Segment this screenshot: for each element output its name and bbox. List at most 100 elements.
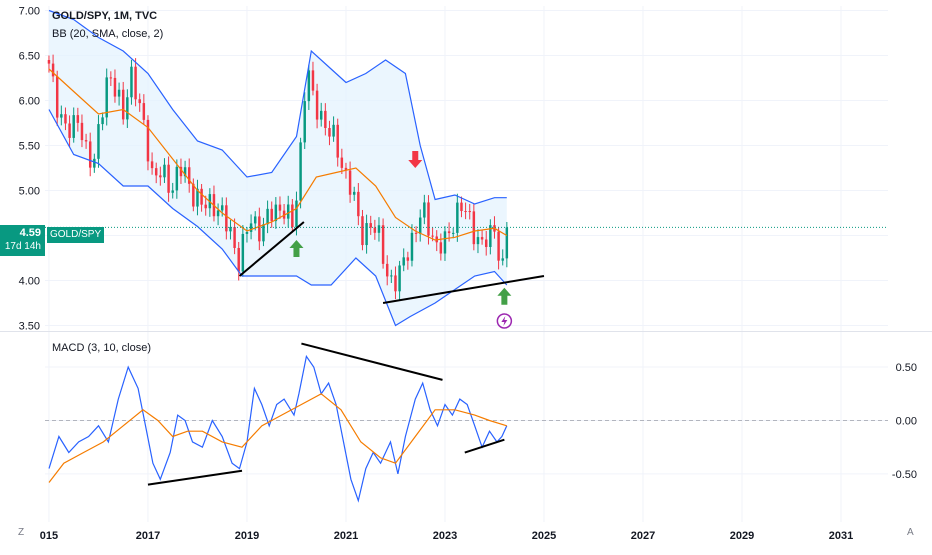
lightning-icon [501,316,508,326]
candle-body [72,115,75,138]
candle-body [97,124,100,159]
candle-body [204,204,207,209]
candle-body [183,167,187,177]
price-tick-label: 5.50 [19,141,40,153]
candle-body [192,183,195,207]
candle-body [274,204,278,222]
candle-body [142,103,146,120]
candle-body [402,257,405,266]
candle-body [167,164,170,193]
candle-body [394,275,397,292]
macd-tick-label: 0.50 [896,362,917,374]
price-tick-label: 3.50 [19,321,40,333]
arrow-down-icon [408,151,423,168]
candle-body [497,231,500,261]
candle-body [76,115,80,123]
candle-body [447,231,451,234]
candle-body [121,89,125,120]
time-tick-label: 2025 [532,530,556,542]
candle-body [414,232,418,234]
candle-body [130,66,133,98]
candle-body [249,223,253,232]
candle-body [241,233,245,272]
candle-body [60,114,63,118]
axes: 3.504.004.505.005.506.006.507.000.500.00… [19,6,917,543]
candle-body [175,166,179,191]
candle-body [233,227,236,248]
candle-body [163,164,166,178]
candle-body [505,227,509,259]
symbol-legend[interactable]: GOLD/SPY, 1M, TVC [52,10,158,22]
candle-body [51,63,55,77]
candle-body [352,191,356,195]
macd-macd-line [48,354,508,503]
markers[interactable] [289,151,513,329]
candle-body [55,76,59,118]
candle-body [68,123,71,138]
candle-body [291,204,294,228]
candle-body [423,202,426,218]
candle-body [451,232,455,234]
macd-pane [45,354,888,503]
candle-body [390,275,393,277]
bb-legend[interactable]: BB (20, SMA, close, 2) [52,28,164,40]
candle-body [381,225,385,264]
candle-body [361,216,364,246]
candle-body [88,141,92,168]
price-tick-label: 4.00 [19,276,40,288]
time-tick-label: 2023 [433,530,457,542]
candle-body [472,211,476,245]
arrow-up-icon [497,287,512,305]
candle-body [377,225,381,233]
price-badge: 4.59 17d 14h [0,225,45,256]
candle-body [270,208,273,222]
candle-body [344,167,348,171]
candles[interactable] [47,54,509,300]
macd-tick-label: 0.00 [896,415,917,427]
candle-body [266,208,269,225]
price-badge-value: 4.59 [19,227,41,239]
candle-body [159,175,162,178]
candle-body [187,167,191,184]
macd-trendline [301,342,443,381]
timezone-z-label[interactable]: Z [18,527,25,538]
candle-body [237,247,240,272]
candle-body [225,205,228,232]
candle-body [336,124,339,158]
time-tick-label: 2019 [235,530,259,542]
trendlines[interactable] [147,221,545,486]
arrow-up-icon [289,240,304,257]
bb-upper-line [48,9,507,205]
auto-scale-a-label[interactable]: A [907,527,914,538]
price-trendline [382,275,545,304]
candle-body [439,242,443,254]
candle-body [196,188,199,207]
bb-fill [49,10,507,326]
candle-body [427,202,430,236]
candle-body [410,232,414,261]
candle-body [456,202,459,233]
candle-body [418,217,422,234]
candle-body [117,89,121,97]
candle-body [47,60,51,64]
candle-body [311,70,315,91]
candle-body [229,227,232,232]
candle-body [179,166,183,177]
macd-legend[interactable]: MACD (3, 10, close) [52,342,152,354]
candle-body [80,122,84,141]
candle-body [245,231,249,234]
candle-body [307,70,311,102]
candle-body [332,124,335,137]
price-tick-label: 5.00 [19,186,40,198]
symbol-tag: GOLD/SPY [47,227,105,243]
time-tick-label: 2031 [829,530,853,542]
candle-body [134,66,137,100]
candle-body [220,205,224,211]
time-tick-label: 015 [40,530,58,542]
candle-body [113,77,117,97]
candle-body [171,190,174,193]
candle-body [476,237,480,245]
candle-body [138,99,141,104]
